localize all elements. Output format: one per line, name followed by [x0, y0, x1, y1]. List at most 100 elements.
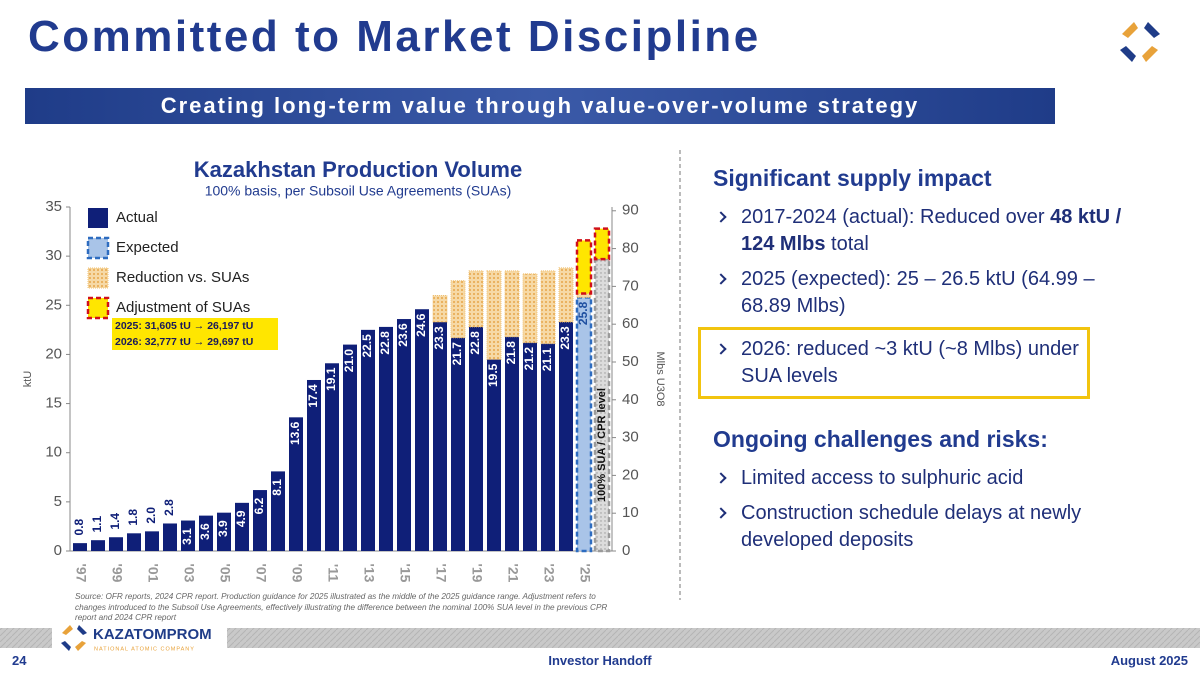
footer-logo-mark — [61, 625, 87, 651]
bullet-text: 2025 (expected): 25 – 26.5 ktU (64.99 – … — [741, 268, 1095, 317]
bullet-text: total — [825, 233, 869, 255]
bar-segment — [559, 321, 573, 551]
bar-segment — [253, 490, 267, 551]
bar-segment — [593, 227, 611, 261]
data-label: 17.4 — [306, 384, 320, 408]
y-tick-label: 0 — [54, 542, 62, 559]
x-tick-label: '99 — [109, 564, 125, 583]
bar-segment — [397, 319, 411, 551]
bullet-text: 48 ktU / 124 Mlbs — [741, 206, 1122, 255]
data-label: 19.1 — [324, 367, 338, 391]
section-heading: Significant supply impact — [713, 165, 992, 191]
x-tick-label: '07 — [253, 564, 269, 583]
chart-subtitle: 100% basis, per Subsoil Use Agreements (… — [205, 183, 512, 199]
data-label: 22.8 — [378, 331, 392, 355]
data-label: 22.8 — [468, 331, 482, 355]
data-label: 1.4 — [108, 513, 122, 530]
chart-source: Source: OFR reports, 2024 CPR report. Pr… — [75, 592, 608, 622]
bar-segment — [91, 540, 105, 551]
y2-tick-label: 70 — [622, 277, 639, 294]
data-label: 2.8 — [162, 499, 176, 516]
footer-logo: KAZATOMPROM — [93, 626, 212, 643]
legend-label: Adjustment of SUAs — [116, 299, 250, 316]
bar-segment — [109, 537, 123, 551]
data-label: 1.8 — [126, 509, 140, 526]
footer-logo-sub: NATIONAL ATOMIC COMPANY — [94, 646, 195, 652]
x-tick-label: '25 — [577, 564, 593, 583]
bar-name: 100% SUA / CPR level — [596, 388, 608, 502]
bar-segment — [145, 531, 159, 551]
bar-segment — [343, 344, 357, 551]
bar-segment — [522, 273, 538, 344]
bullet-text: 2026: reduced ~3 ktU (~8 Mlbs) under SUA… — [741, 338, 1079, 387]
legend-swatch — [86, 296, 110, 320]
y2-tick-label: 0 — [622, 542, 630, 559]
bar-segment — [181, 520, 195, 551]
y2-axis-label: Mlbs U3O8 — [654, 351, 666, 406]
bar-segment — [540, 270, 556, 345]
slide-title: Committed to Market Discipline — [28, 12, 761, 61]
legend-swatch — [86, 236, 110, 260]
bullet: Construction schedule delays at newly de… — [713, 500, 1131, 554]
legend-swatch — [87, 267, 109, 289]
bar-segment — [541, 343, 555, 551]
logo-mark — [1120, 22, 1160, 62]
data-label: 23.3 — [432, 326, 446, 350]
data-label: 21.7 — [450, 342, 464, 366]
y2-tick-label: 60 — [622, 315, 639, 332]
right-panel: Significant supply impact 2017-2024 (actu… — [698, 165, 1183, 562]
bar-segment — [433, 321, 447, 551]
y-tick-label: 15 — [45, 395, 62, 412]
data-label: 25.8 — [576, 301, 590, 325]
bar-segment — [235, 502, 249, 551]
bar-segment — [73, 543, 87, 551]
x-tick-label: '17 — [433, 564, 449, 583]
data-label: 3.6 — [198, 523, 212, 540]
bullet: 2026: reduced ~3 ktU (~8 Mlbs) under SUA… — [698, 327, 1090, 399]
footer-band — [0, 628, 1200, 648]
bar-segment — [487, 359, 501, 551]
footer-center: Investor Handoff — [548, 653, 652, 668]
data-label: 3.1 — [180, 528, 194, 545]
y-tick-label: 5 — [54, 493, 62, 510]
bullet: 2025 (expected): 25 – 26.5 ktU (64.99 – … — [713, 266, 1131, 320]
bar-segment — [451, 337, 465, 551]
bar-segment — [163, 523, 177, 551]
data-label: 21.8 — [504, 341, 518, 365]
bar-segment — [289, 417, 303, 551]
data-label: 0.8 — [72, 518, 86, 535]
bar-segment — [575, 239, 593, 295]
legend-label: Actual — [116, 209, 158, 226]
data-label: 21.1 — [540, 348, 554, 372]
annotation-box — [112, 318, 278, 350]
y2-tick-label: 30 — [622, 429, 639, 446]
data-label: 6.2 — [252, 497, 266, 514]
x-tick-label: '05 — [217, 564, 233, 583]
y2-tick-label: 20 — [622, 466, 639, 483]
x-tick-label: '19 — [469, 564, 485, 583]
bar-segment — [469, 326, 483, 551]
bar-segment — [432, 294, 448, 323]
bar-segment — [361, 329, 375, 551]
y2-tick-label: 10 — [622, 504, 639, 521]
y-tick-label: 20 — [45, 345, 62, 362]
legend-label: Expected — [116, 239, 179, 256]
x-tick-label: '01 — [145, 564, 161, 583]
x-tick-label: '97 — [73, 564, 89, 583]
legend-swatch — [88, 208, 108, 228]
section-heading: Ongoing challenges and risks: — [713, 426, 1048, 452]
x-tick-label: '13 — [361, 564, 377, 583]
bar-segment — [505, 336, 519, 551]
bar-segment — [199, 515, 213, 551]
bullet-text: Construction schedule delays at newly de… — [741, 502, 1082, 551]
data-label: 13.6 — [288, 421, 302, 445]
x-tick-label: '03 — [181, 564, 197, 583]
x-tick-label: '23 — [541, 564, 557, 583]
bar-segment — [415, 309, 429, 551]
bar-segment — [325, 363, 339, 551]
data-label: 8.1 — [270, 479, 284, 496]
footer-date: August 2025 — [1110, 653, 1188, 668]
data-label: 23.3 — [558, 326, 572, 350]
y-axis-label: ktU — [22, 371, 34, 388]
